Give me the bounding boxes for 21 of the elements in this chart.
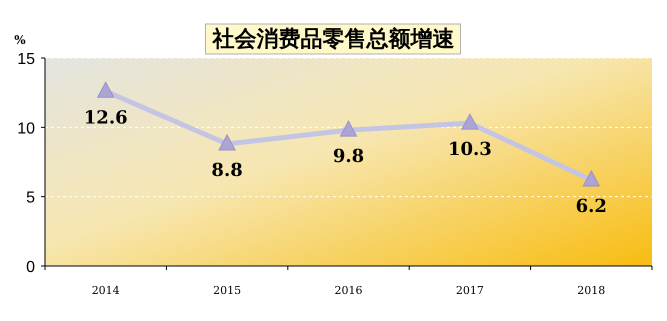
- y-tick-label: 0: [26, 259, 36, 276]
- data-label: 9.8: [332, 146, 364, 168]
- point: [97, 82, 114, 98]
- x-tick-label: 2014: [92, 284, 120, 297]
- data-label: 8.8: [211, 160, 243, 181]
- data-label: 10.3: [448, 139, 492, 160]
- x-tick-label: 2018: [577, 284, 606, 297]
- point: [340, 120, 357, 137]
- point: [218, 134, 236, 150]
- data-label: 12.6: [84, 107, 128, 128]
- point: [582, 170, 600, 187]
- x-tick-label: 2015: [213, 284, 242, 297]
- data-label: 6.2: [576, 196, 607, 218]
- y-tick-label: 15: [17, 51, 36, 68]
- y-axis-title: %: [14, 33, 26, 47]
- x-tick-label: 2017: [456, 284, 484, 297]
- y-tick-label: 10: [17, 120, 36, 138]
- y-tick-label: 5: [26, 190, 36, 207]
- point: [461, 114, 478, 130]
- x-tick-label: 2016: [334, 284, 362, 297]
- chart-title: 社会消费品零售总额增速: [212, 26, 454, 52]
